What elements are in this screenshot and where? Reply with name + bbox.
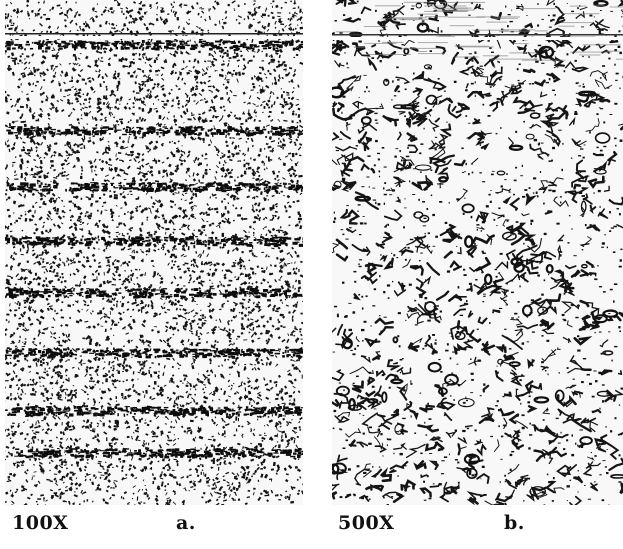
micrograph-image-a [5,0,303,505]
magnification-label-a: 100X [12,512,69,534]
micrograph-panel-b [332,0,623,505]
micrograph-image-b [332,0,623,505]
panel-letter-b: b. [504,512,525,534]
panel-letter-a: a. [176,512,196,534]
magnification-label-b: 500X [338,512,395,534]
micrograph-panel-a [5,0,303,505]
